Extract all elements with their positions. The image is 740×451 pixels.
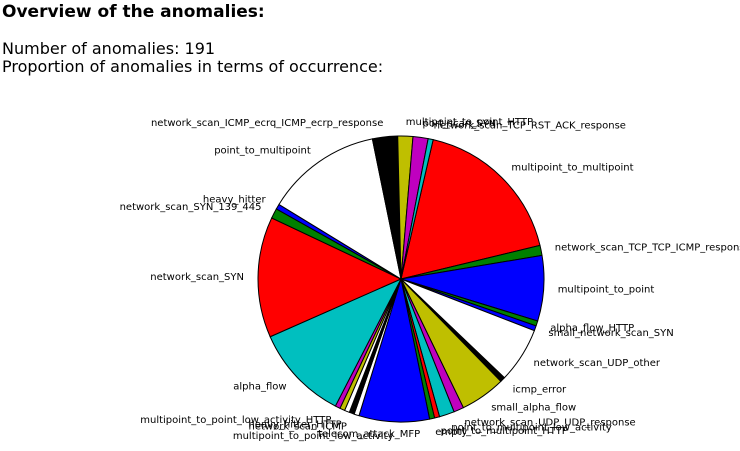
pie-label-heavy-hitter: heavy_hitter bbox=[203, 195, 267, 206]
pie-label-multipoint-to-point: multipoint_to_point bbox=[558, 284, 655, 295]
pie-slice-network-scan-tcp-rst-ack-response-26 bbox=[400, 138, 434, 280]
pie-label-multipoint-to-point-low-activity: multipoint_to_point_low_activity bbox=[233, 431, 394, 442]
pie-label-small-alpha-flow: small_alpha_flow bbox=[491, 403, 576, 414]
pie-label-icmp-error: icmp_error bbox=[513, 384, 567, 395]
pie-label-network-scan-tcp-tcp-icmp-response: network_scan_TCP_TCP_ICMP_response bbox=[555, 243, 740, 254]
pie-label-multipoint-to-point-http: multipoint_to_point_HTTP bbox=[406, 117, 533, 128]
pie-slice-network-scan-syn-19 bbox=[257, 217, 403, 338]
pie-label-network-scan-syn: network_scan_SYN bbox=[150, 272, 244, 283]
pie-label-port-scan-syn: port_scan_SYN bbox=[423, 119, 497, 130]
pie-label-point-to-multipoint: point_to_multipoint bbox=[214, 146, 311, 157]
pie-label-network-scan-icmp-ecrq-icmp-ecrp-response: network_scan_ICMP_ecrq_ICMP_ecrp_respons… bbox=[151, 118, 383, 129]
pie-label-network-scan-udp-udp-response: network_scan_UDP_UDP_response bbox=[464, 418, 635, 429]
overview-header: Overview of the anomalies: Number of ano… bbox=[2, 0, 738, 76]
anomaly-count: Number of anomalies: 191 bbox=[2, 39, 216, 58]
pie-label-multipoint-to-point-low-activity-http: multipoint_to_point_low_activity_HTTP bbox=[140, 415, 331, 426]
pie-label-alpha-flow-http: alpha_flow_HTTP bbox=[550, 323, 634, 334]
pie-label-network-scan-icmp: network_scan_ICMP bbox=[249, 421, 347, 432]
pie-label-network-scan-tcp-rst-ack-response: network_scan_TCP_RST_ACK_response bbox=[434, 120, 626, 131]
pie-slice-multipoint-to-multipoint-0 bbox=[400, 139, 541, 280]
pie-label-multipoint-to-multipoint: multipoint_to_multipoint bbox=[511, 162, 633, 173]
pie-slice-alpha-flow-18 bbox=[269, 277, 403, 407]
proportion-caption: Proportion of anomalies in terms of occu… bbox=[2, 57, 384, 76]
pie-slice-point-to-multipoint-22 bbox=[278, 138, 402, 281]
pie-label-empty: empty bbox=[435, 427, 467, 438]
pie-label-heavy-hitter-http: heavy_hitter_HTTP bbox=[248, 419, 341, 430]
pie-label-network-scan-udp-other: network_scan_UDP_other bbox=[534, 358, 661, 369]
pie-label-small-network-scan-syn: small_network_scan_SYN bbox=[548, 328, 673, 339]
pie-label-point-to-multipoint-low-activity: point_to_multipoint_low_activity bbox=[451, 423, 612, 434]
page-title: Overview of the anomalies: bbox=[2, 2, 265, 22]
pie-label-alpha-flow: alpha_flow bbox=[233, 382, 286, 393]
pie-label-point-to-multipoint-http: point_to_multipoint_HTTP bbox=[441, 426, 568, 437]
pie-label-network-scan-syn-139-445: network_scan_SYN_139_445 bbox=[120, 202, 262, 213]
pie-label-telecom-attack-mfp: telecom_attack_MFP bbox=[318, 429, 420, 440]
